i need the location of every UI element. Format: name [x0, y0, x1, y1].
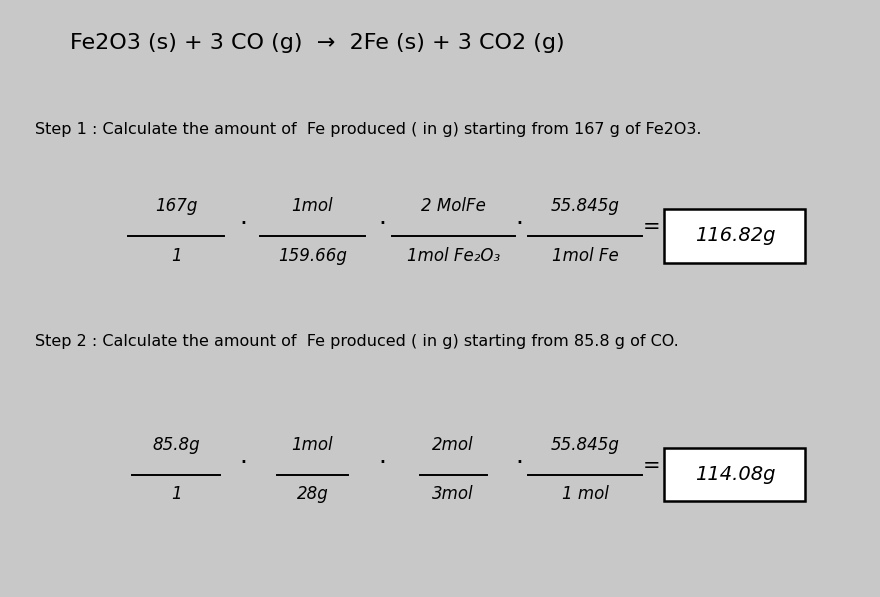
Text: =: = — [642, 456, 660, 476]
Text: 1: 1 — [171, 247, 181, 264]
Text: 116.82g: 116.82g — [694, 226, 775, 245]
Text: Step 2 : Calculate the amount of  Fe produced ( in g) starting from 85.8 g of CO: Step 2 : Calculate the amount of Fe prod… — [35, 334, 679, 349]
Text: ·: · — [239, 451, 248, 475]
Text: ·: · — [378, 212, 387, 236]
FancyBboxPatch shape — [664, 209, 805, 263]
Text: ·: · — [239, 212, 248, 236]
Text: 1mol: 1mol — [291, 197, 334, 215]
Text: 3mol: 3mol — [432, 485, 474, 503]
Text: 85.8g: 85.8g — [152, 436, 200, 454]
Text: 167g: 167g — [155, 197, 197, 215]
Text: ·: · — [515, 451, 524, 475]
Text: 2mol: 2mol — [432, 436, 474, 454]
Text: 1mol Fe₂O₃: 1mol Fe₂O₃ — [407, 247, 500, 264]
FancyBboxPatch shape — [664, 448, 805, 501]
Text: 1: 1 — [171, 485, 181, 503]
Text: Step 1 : Calculate the amount of  Fe produced ( in g) starting from 167 g of Fe2: Step 1 : Calculate the amount of Fe prod… — [35, 122, 701, 137]
Text: 1 mol: 1 mol — [561, 485, 609, 503]
Text: 159.66g: 159.66g — [278, 247, 347, 264]
Text: ·: · — [515, 212, 524, 236]
Text: 55.845g: 55.845g — [551, 436, 620, 454]
Text: ·: · — [378, 451, 387, 475]
Text: 55.845g: 55.845g — [551, 197, 620, 215]
Text: Fe2O3 (s) + 3 CO (g)  →  2Fe (s) + 3 CO2 (g): Fe2O3 (s) + 3 CO (g) → 2Fe (s) + 3 CO2 (… — [70, 33, 565, 53]
Text: 114.08g: 114.08g — [694, 465, 775, 484]
Text: 1mol Fe: 1mol Fe — [552, 247, 619, 264]
Text: 1mol: 1mol — [291, 436, 334, 454]
Text: =: = — [642, 217, 660, 237]
Text: 28g: 28g — [297, 485, 328, 503]
Text: 2 MolFe: 2 MolFe — [421, 197, 486, 215]
